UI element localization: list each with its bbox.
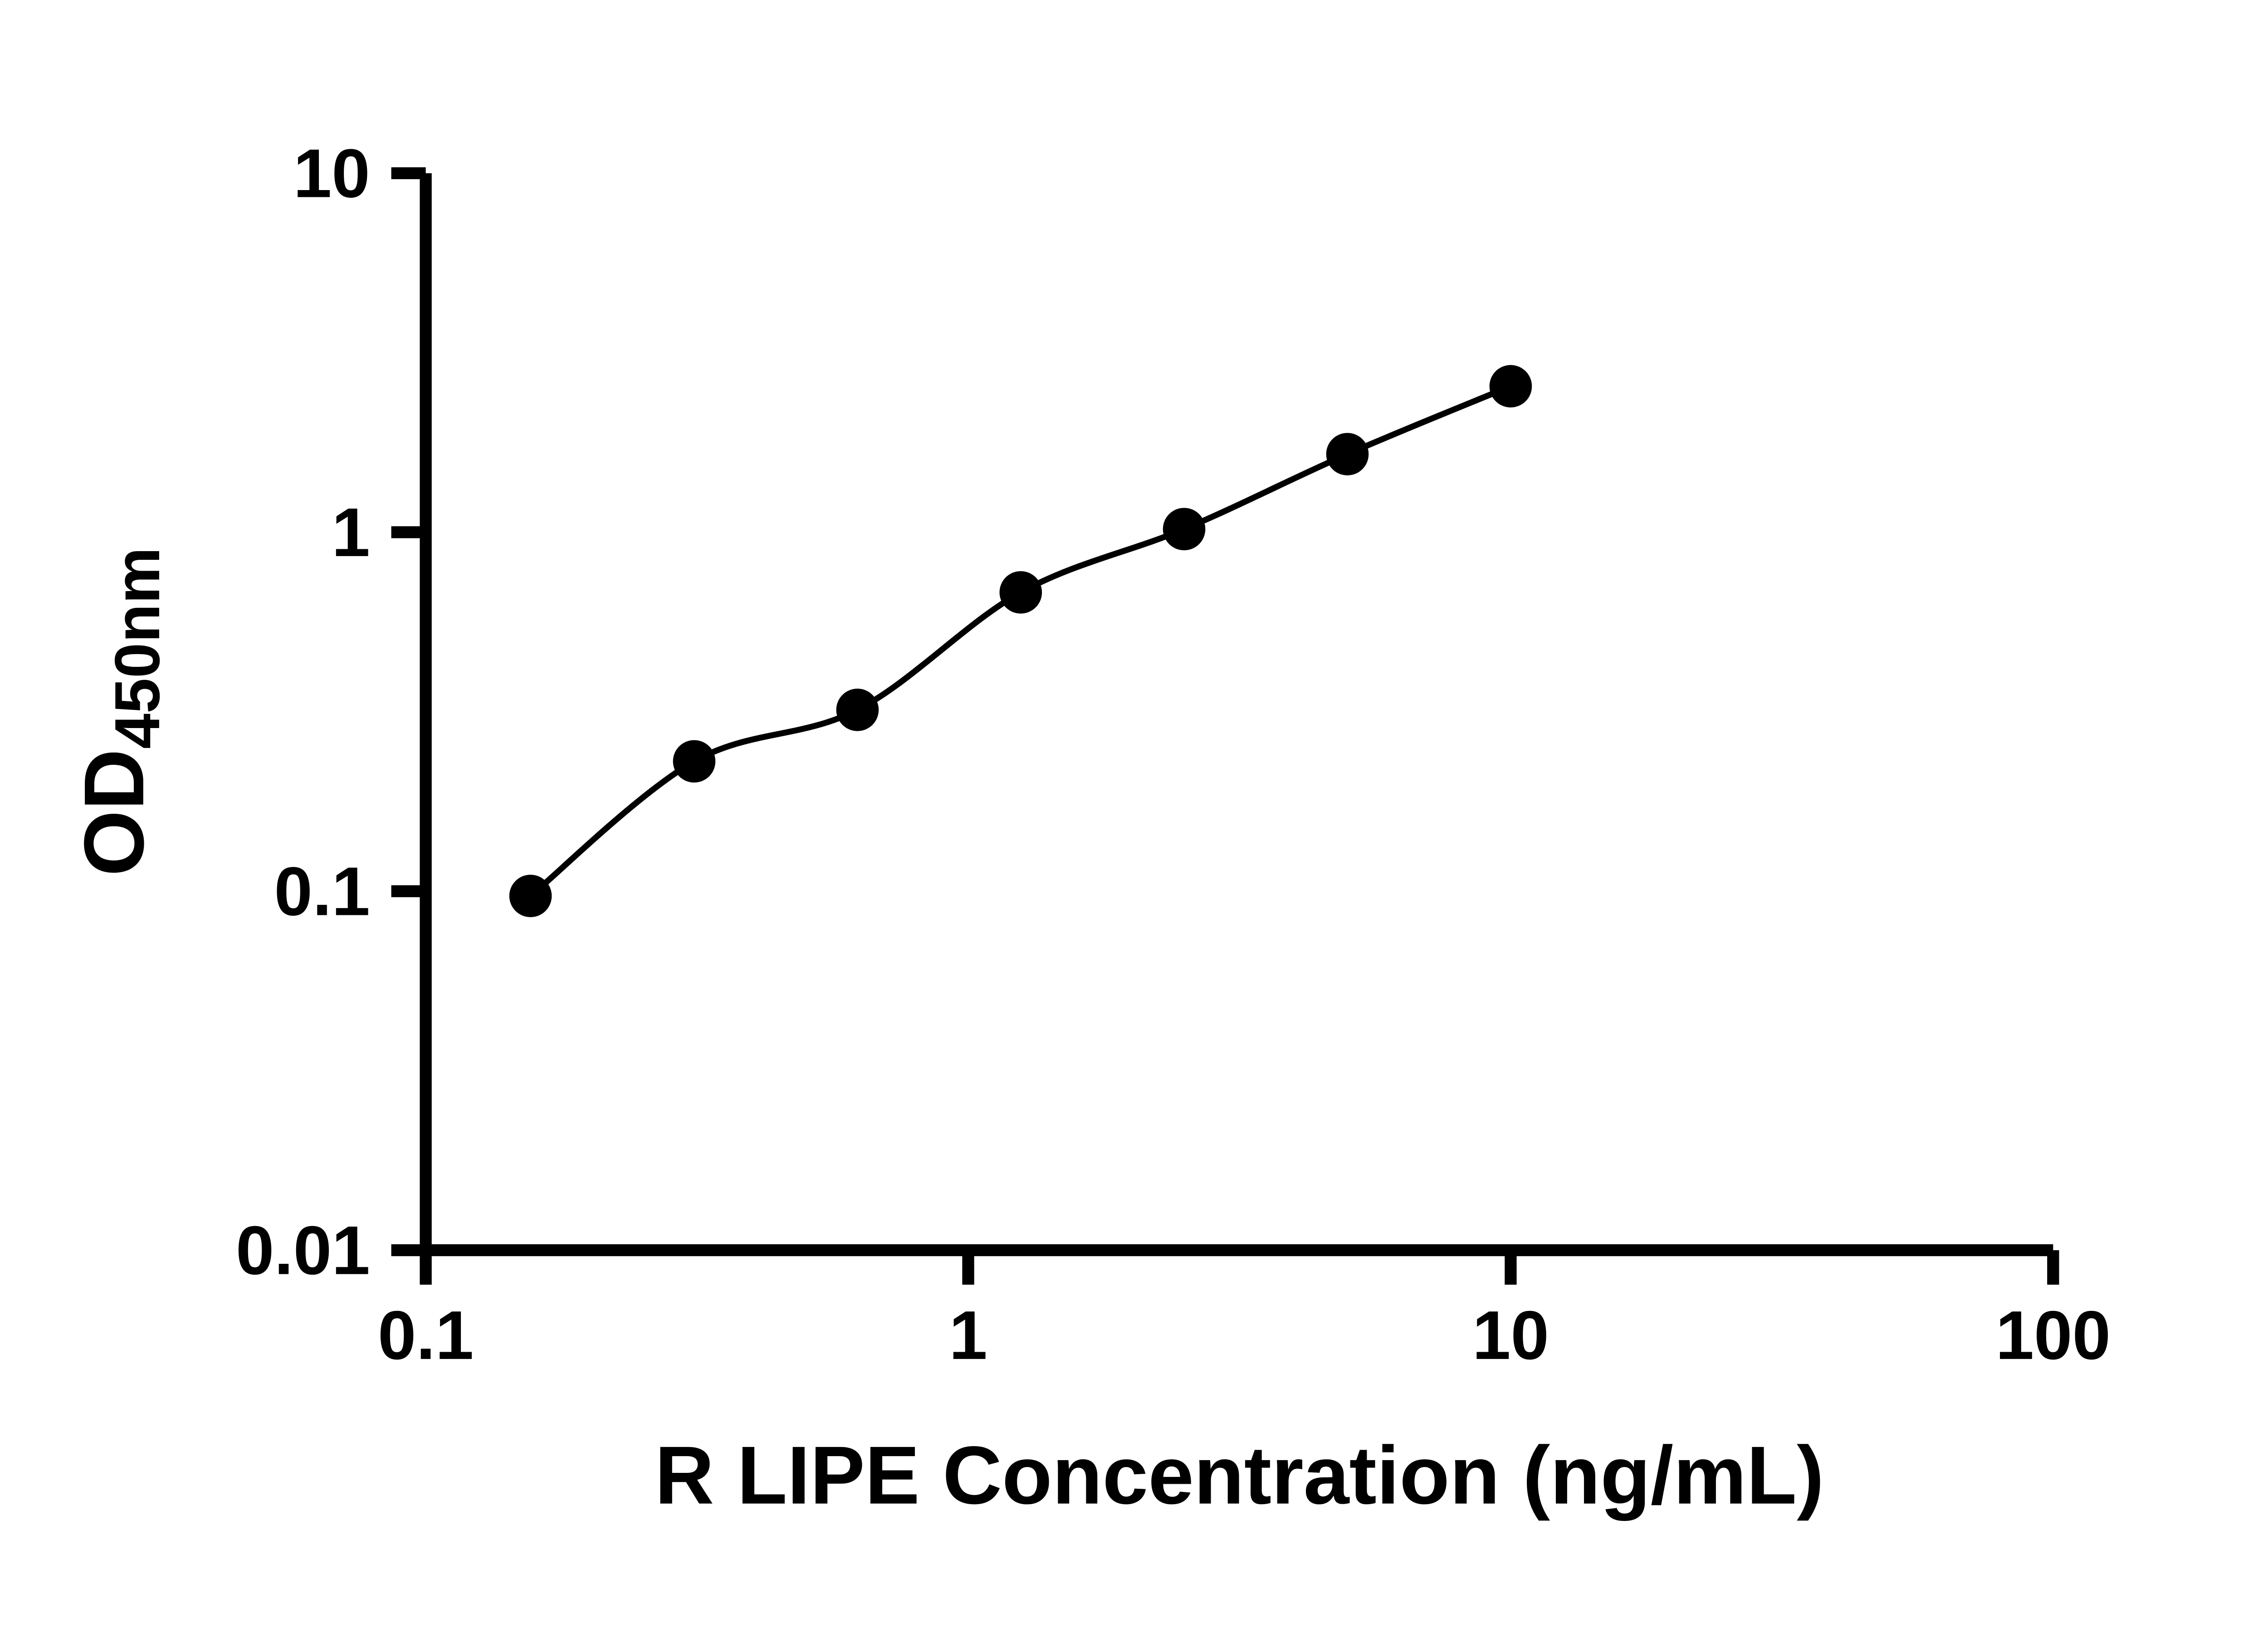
y-axis-title: OD450nm: [67, 547, 173, 876]
y-axis-title-subscript: 450nm: [102, 547, 173, 749]
y-axis-tick-label: 0.01: [236, 1212, 370, 1289]
axis-lines: [420, 173, 2053, 1257]
x-axis-tick-label: 0.1: [378, 1297, 474, 1374]
x-axis-tick-label: 100: [1995, 1297, 2111, 1374]
x-axis-tick-label: 1: [949, 1297, 987, 1374]
y-axis-title-main: OD: [67, 749, 161, 876]
data-series: [509, 365, 1532, 917]
data-point: [1326, 433, 1369, 475]
data-point: [836, 689, 879, 731]
data-point: [999, 571, 1042, 614]
data-point: [1489, 365, 1532, 408]
x-axis-tick-label: 10: [1472, 1297, 1549, 1374]
data-point: [509, 875, 552, 917]
data-point: [1163, 508, 1206, 551]
data-point: [673, 740, 716, 783]
x-axis-title: R LIPE Concentration (ng/mL): [655, 1430, 1824, 1521]
y-axis-tick-label: 1: [332, 494, 370, 571]
y-axis-tick-label: 0.1: [274, 853, 370, 930]
y-axis-tick-label: 10: [293, 135, 370, 212]
axes: [420, 173, 2053, 1257]
axis-ticks: [391, 167, 2059, 1285]
